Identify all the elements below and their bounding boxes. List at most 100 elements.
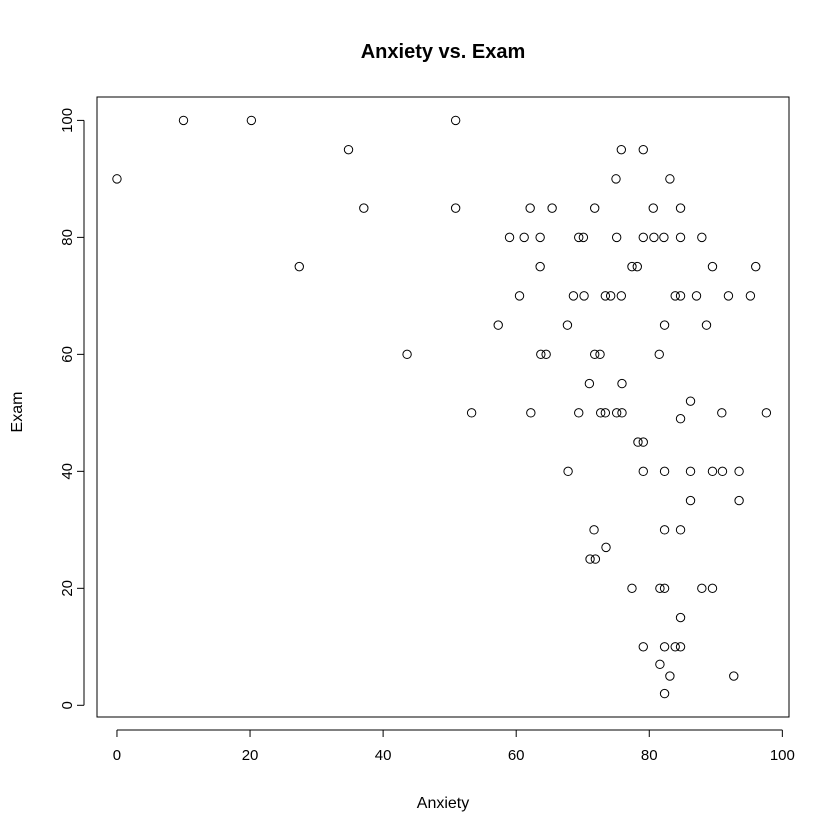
data-point bbox=[659, 583, 670, 594]
data-point bbox=[745, 291, 756, 301]
y-tick-label: 100 bbox=[59, 108, 76, 133]
data-point bbox=[525, 203, 535, 213]
data-point bbox=[697, 583, 707, 594]
data-point bbox=[632, 261, 642, 272]
data-point bbox=[595, 349, 605, 360]
data-point bbox=[535, 261, 545, 272]
data-point bbox=[294, 261, 304, 272]
x-axis: 0 20 40 60 80 100 bbox=[113, 729, 795, 764]
data-point bbox=[535, 232, 545, 243]
data-point bbox=[638, 437, 648, 447]
data-point bbox=[616, 144, 627, 155]
y-axis-label: Exam bbox=[9, 392, 26, 433]
data-point bbox=[701, 320, 712, 330]
data-point bbox=[659, 642, 670, 652]
data-point bbox=[585, 554, 595, 564]
data-point bbox=[627, 583, 637, 594]
y-tick-label: 20 bbox=[59, 580, 76, 597]
y-tick-label: 0 bbox=[59, 701, 76, 709]
data-point bbox=[568, 291, 579, 301]
data-point bbox=[466, 408, 477, 418]
data-point bbox=[675, 612, 686, 623]
data-point bbox=[638, 466, 648, 477]
data-point bbox=[685, 396, 696, 406]
data-point bbox=[633, 437, 643, 447]
data-point bbox=[574, 232, 584, 243]
data-point bbox=[605, 291, 616, 301]
x-tick-label: 100 bbox=[770, 747, 795, 764]
data-point bbox=[707, 583, 718, 594]
data-point bbox=[675, 232, 686, 243]
data-point bbox=[655, 583, 665, 594]
data-point bbox=[574, 408, 584, 418]
data-point bbox=[578, 232, 589, 243]
data-point bbox=[450, 203, 461, 213]
data-point bbox=[611, 174, 621, 184]
data-point bbox=[707, 466, 718, 477]
data-point bbox=[450, 115, 461, 126]
data-point bbox=[563, 466, 573, 477]
data-point bbox=[590, 554, 601, 564]
data-point bbox=[675, 642, 686, 652]
plot-frame bbox=[96, 96, 790, 718]
data-points bbox=[112, 115, 772, 699]
data-point bbox=[665, 671, 675, 681]
data-point bbox=[536, 349, 546, 360]
data-point bbox=[734, 495, 744, 506]
data-point bbox=[655, 659, 665, 670]
data-point bbox=[675, 525, 686, 535]
data-point bbox=[493, 320, 503, 330]
data-point bbox=[595, 408, 606, 418]
data-point bbox=[589, 525, 599, 535]
y-tick-label: 80 bbox=[59, 229, 76, 246]
data-point bbox=[659, 525, 670, 535]
chart-title: Anxiety vs. Exam bbox=[361, 41, 526, 63]
x-axis-label: Anxiety bbox=[417, 795, 469, 812]
data-point bbox=[112, 174, 122, 184]
data-point bbox=[246, 115, 257, 126]
data-point bbox=[717, 466, 728, 477]
data-point bbox=[562, 320, 573, 330]
x-tick-label: 80 bbox=[641, 747, 658, 764]
data-point bbox=[514, 291, 525, 301]
data-point bbox=[519, 232, 529, 243]
data-point bbox=[685, 495, 696, 506]
data-point bbox=[659, 232, 669, 243]
data-point bbox=[761, 408, 772, 418]
data-point bbox=[611, 232, 622, 243]
data-point bbox=[665, 174, 675, 184]
x-tick-label: 60 bbox=[508, 747, 525, 764]
data-point bbox=[654, 349, 664, 360]
data-point bbox=[584, 378, 595, 389]
data-point bbox=[707, 261, 718, 272]
data-point bbox=[601, 542, 611, 553]
data-point bbox=[734, 466, 744, 477]
data-point bbox=[579, 291, 589, 301]
data-point bbox=[670, 642, 680, 652]
data-point bbox=[729, 671, 739, 681]
data-point bbox=[751, 261, 761, 272]
data-point bbox=[723, 291, 734, 301]
data-point bbox=[659, 320, 670, 330]
data-point bbox=[547, 203, 557, 213]
data-point bbox=[600, 291, 611, 301]
data-point bbox=[649, 232, 659, 243]
data-point bbox=[617, 378, 627, 389]
data-point bbox=[670, 291, 680, 301]
data-point bbox=[675, 413, 686, 424]
data-point bbox=[402, 349, 412, 360]
data-point bbox=[675, 291, 686, 301]
data-point bbox=[600, 408, 611, 418]
x-tick-label: 40 bbox=[375, 747, 392, 764]
data-point bbox=[691, 291, 702, 301]
data-point bbox=[638, 642, 648, 652]
y-tick-label: 40 bbox=[59, 463, 76, 480]
data-point bbox=[616, 291, 627, 301]
data-point bbox=[697, 232, 707, 243]
data-point bbox=[178, 115, 189, 126]
y-tick-label: 60 bbox=[59, 346, 76, 363]
data-point bbox=[717, 408, 727, 418]
data-point bbox=[611, 408, 622, 418]
